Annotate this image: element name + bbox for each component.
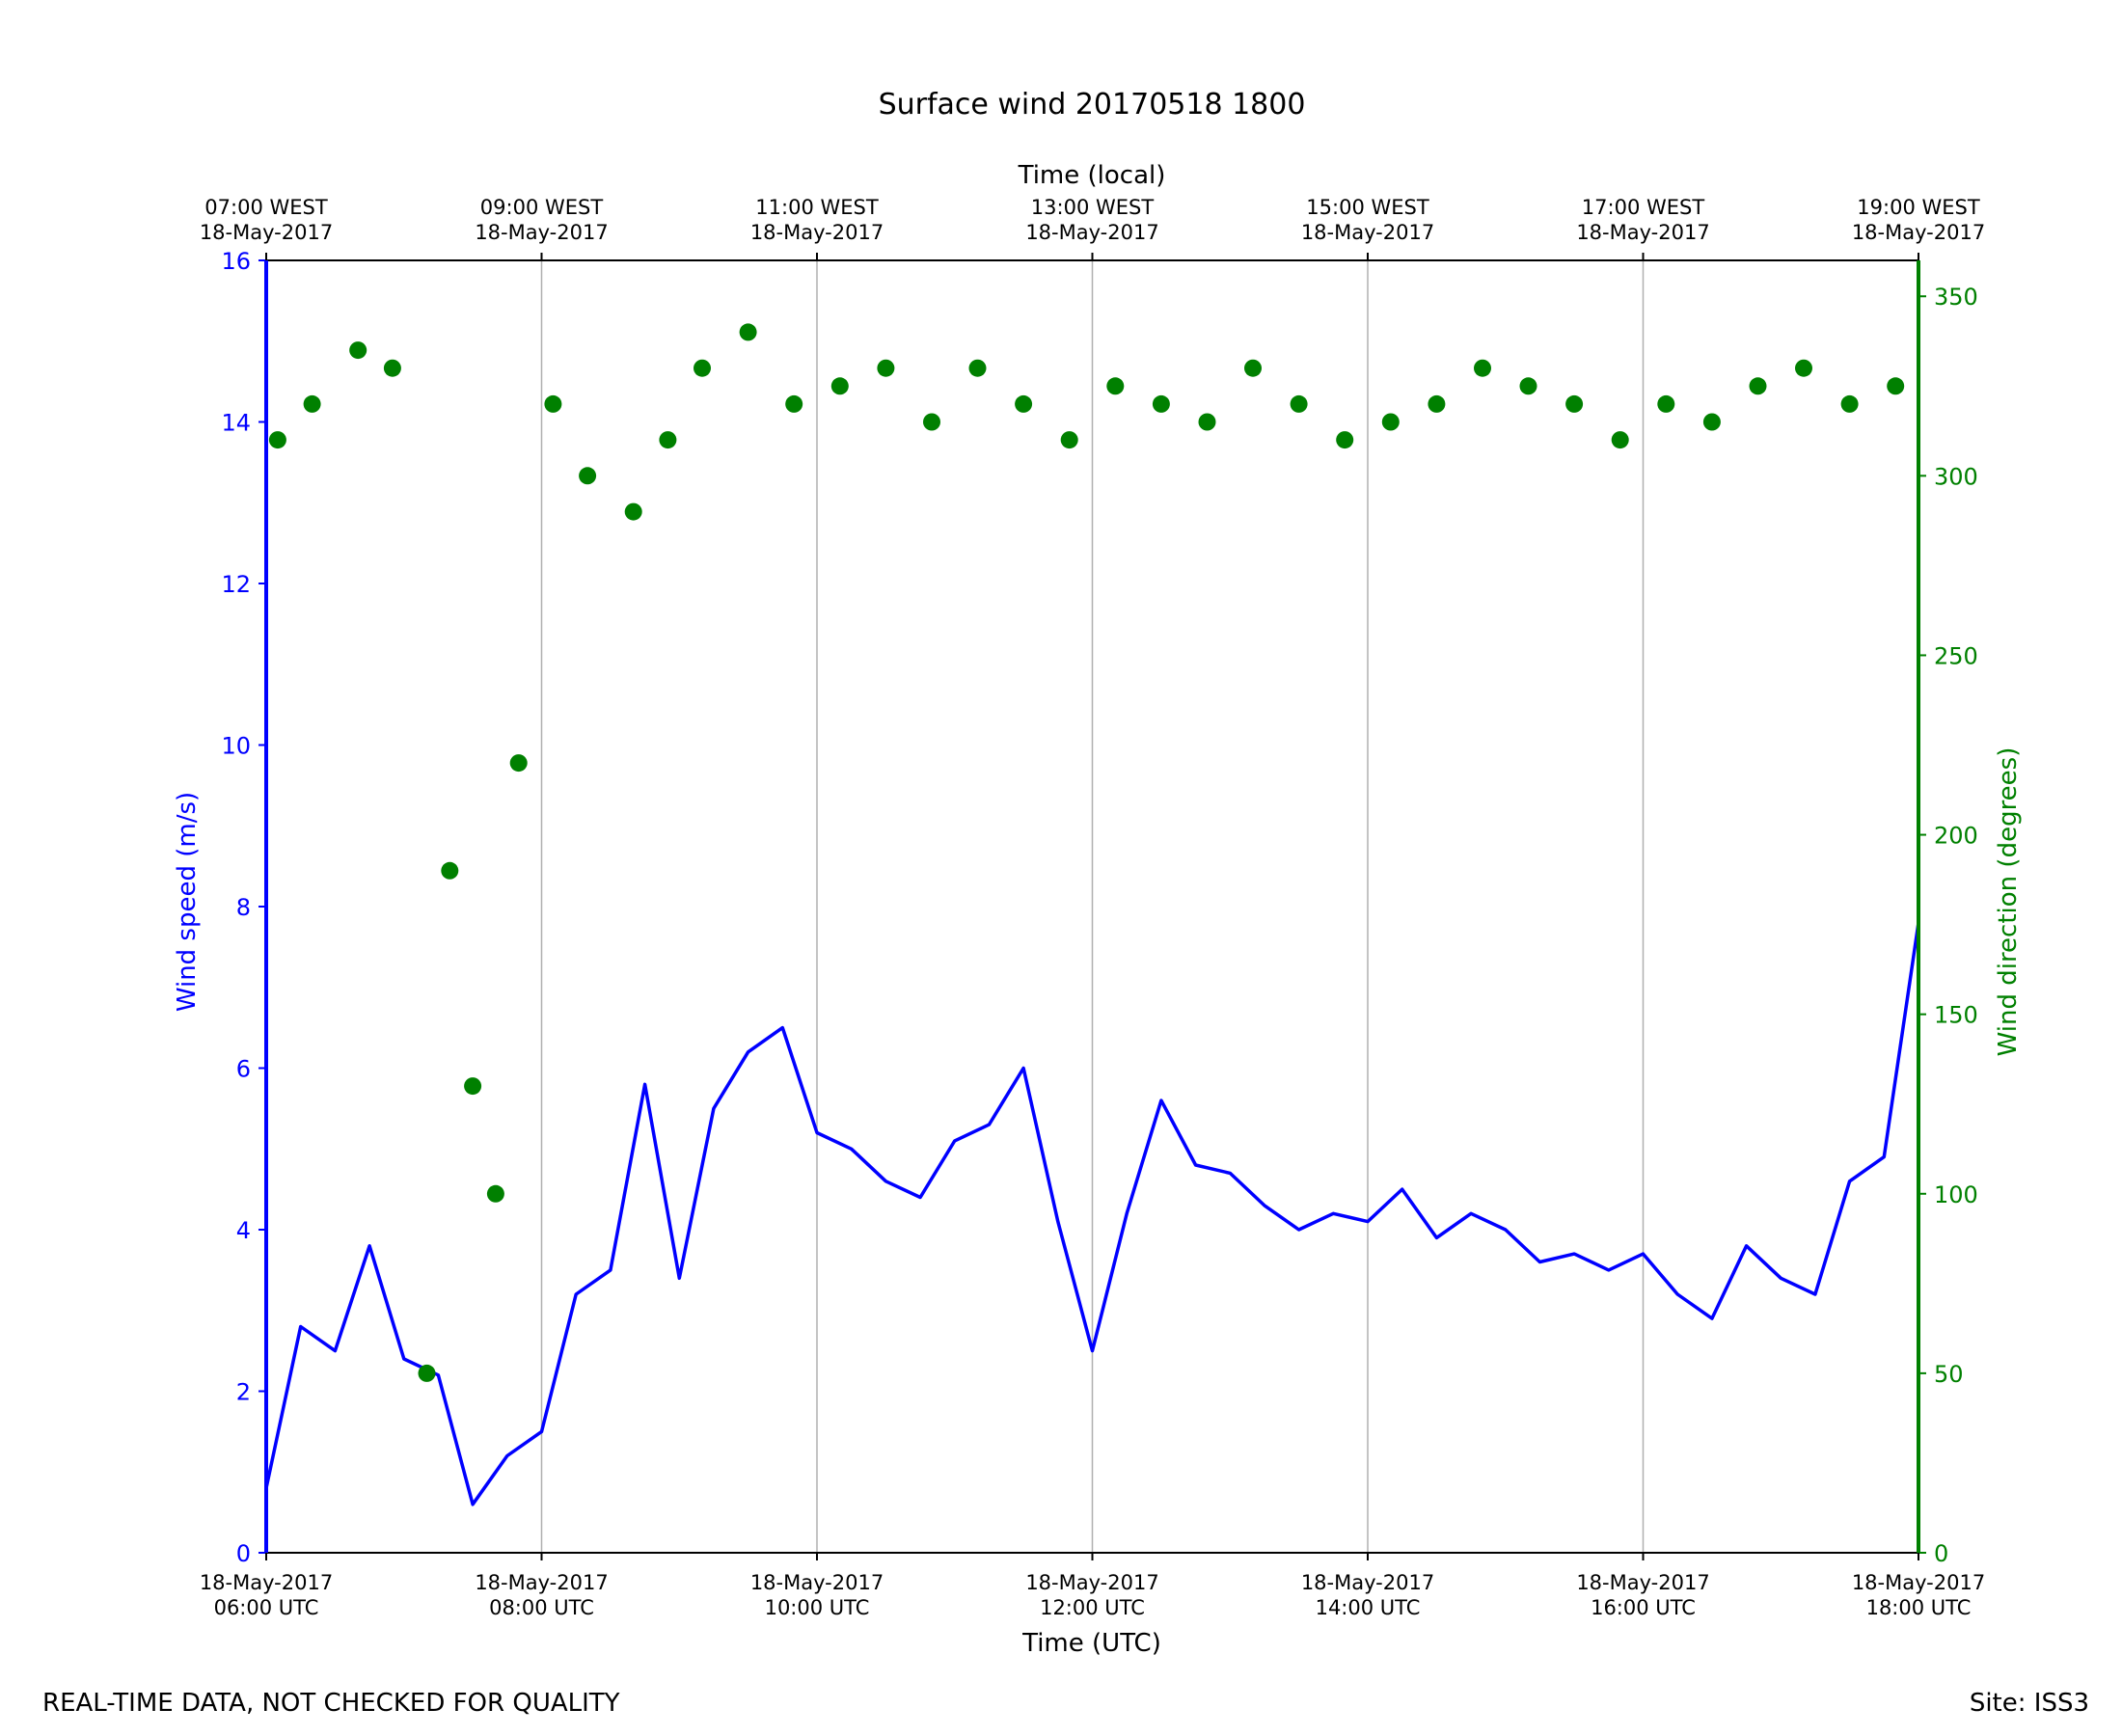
left-axis-tick-label: 14 [221,410,251,437]
top-axis-tick-label-time: 19:00 WEST [1857,196,1980,219]
wind-direction-point [1611,431,1629,449]
bottom-axis-tick-label-time: 10:00 UTC [765,1596,870,1619]
bottom-axis-tick-label-time: 18:00 UTC [1866,1596,1972,1619]
chart-title: Surface wind 20170518 1800 [879,88,1306,122]
top-axis-tick-label-time: 15:00 WEST [1306,196,1429,219]
top-axis-tick-label-time: 17:00 WEST [1582,196,1705,219]
wind-direction-point [464,1077,482,1096]
wind-direction-point [1887,377,1905,395]
wind-direction-point [1840,394,1859,413]
wind-direction-point [1106,377,1125,395]
right-axis-tick-label: 150 [1934,1002,1978,1029]
right-axis-tick-label: 300 [1934,463,1978,490]
wind-direction-point [544,394,562,413]
wind-direction-point [785,394,803,413]
bottom-axis-tick-label-date: 18-May-2017 [1852,1571,1985,1594]
top-axis-tick-label-time: 13:00 WEST [1031,196,1155,219]
right-axis-tick-label: 50 [1934,1361,1964,1388]
wind-direction-point [877,359,895,377]
wind-direction-point [349,341,367,360]
left-axis-tick-label: 4 [236,1217,251,1244]
direction-series [268,323,1905,1382]
wind-direction-point [659,431,677,449]
wind-direction-point [1749,377,1767,395]
right-axis-tick-label: 100 [1934,1181,1978,1208]
wind-direction-point [1381,413,1400,431]
bottom-axis-tick-label-time: 06:00 UTC [214,1596,319,1619]
bottom-axis-tick-label-time: 08:00 UTC [489,1596,594,1619]
y-axis-label-left: Wind speed (m/s) [173,792,202,1012]
wind-direction-point [694,359,711,377]
top-axis-tick-label-date: 18-May-2017 [1852,221,1985,244]
grid-layer [540,260,1645,1553]
x-axis-label: Time (UTC) [1021,1629,1161,1658]
axes-layer: 0 2 4 6 8 10 12 14 16 0 50 100 150 200 250 300 350 18-May… [200,196,1985,1619]
wind-direction-point [1795,359,1812,377]
bottom-axis-tick-label-date: 18-May-2017 [750,1571,884,1594]
footer-quality-note: REAL-TIME DATA, NOT CHECKED FOR QUALITY [42,1689,620,1718]
bottom-axis-tick-label-date: 18-May-2017 [1576,1571,1709,1594]
wind-direction-point [1474,359,1491,377]
top-axis-tick-label-time: 09:00 WEST [480,196,604,219]
wind-direction-point [968,359,987,377]
wind-direction-point [486,1184,504,1203]
top-axis-tick-label-date: 18-May-2017 [750,221,884,244]
wind-direction-point [1152,394,1170,413]
top-axis-tick-label-date: 18-May-2017 [200,221,333,244]
wind-speed-line [264,922,1920,1506]
left-axis-tick-label: 2 [236,1379,251,1406]
top-axis-tick-label-time: 07:00 WEST [204,196,328,219]
wind-direction-point [1060,431,1078,449]
wind-direction-point [1702,413,1721,431]
bottom-axis-tick-label-date: 18-May-2017 [1301,1571,1434,1594]
left-axis-tick-label: 16 [221,248,251,275]
speed-series [264,922,1920,1506]
left-axis-tick-label: 12 [221,571,251,598]
top-axis-tick-label-date: 18-May-2017 [1025,221,1158,244]
wind-direction-point [509,754,528,773]
y-axis-label-right: Wind direction (degrees) [1994,747,2023,1057]
wind-direction-point [418,1364,436,1382]
wind-direction-point [739,323,757,341]
wind-direction-point [1244,359,1262,377]
left-axis-tick-label: 8 [236,894,251,921]
top-axis-tick-label-date: 18-May-2017 [475,221,608,244]
bottom-axis-tick-label-time: 12:00 UTC [1040,1596,1145,1619]
right-axis-tick-label: 350 [1934,284,1978,311]
wind-direction-point [1519,377,1537,395]
bottom-axis-tick-label-date: 18-May-2017 [200,1571,333,1594]
wind-direction-point [1565,394,1584,413]
wind-direction-point [923,413,940,431]
wind-direction-point [383,359,401,377]
wind-direction-point [1198,413,1216,431]
bottom-axis-tick-label-date: 18-May-2017 [1025,1571,1158,1594]
left-axis-tick-label: 6 [236,1056,251,1083]
bottom-axis-tick-label-date: 18-May-2017 [475,1571,608,1594]
wind-direction-point [1015,394,1033,413]
left-axis-tick-label: 10 [221,733,251,760]
wind-direction-point [830,377,849,395]
left-axis-tick-label: 0 [236,1540,251,1567]
right-axis-tick-label: 200 [1934,823,1978,850]
wind-direction-point [1657,394,1675,413]
right-axis-tick-label: 250 [1934,642,1978,669]
wind-direction-point [303,394,321,413]
wind-direction-point [268,431,286,449]
top-axis-label: Time (local) [1018,161,1166,190]
bottom-axis-tick-label-time: 16:00 UTC [1591,1596,1696,1619]
wind-direction-point [1428,394,1446,413]
right-axis-tick-label: 0 [1934,1540,1948,1567]
wind-direction-point [1290,394,1308,413]
wind-direction-point [1336,431,1354,449]
top-axis-tick-label-date: 18-May-2017 [1576,221,1709,244]
bottom-axis-tick-label-time: 14:00 UTC [1316,1596,1421,1619]
wind-direction-point [624,502,642,521]
wind-direction-point [579,467,597,485]
top-axis-tick-label-date: 18-May-2017 [1301,221,1434,244]
wind-direction-point [441,861,459,880]
footer-site: Site: ISS3 [1970,1689,2089,1718]
top-axis-tick-label-time: 11:00 WEST [755,196,879,219]
